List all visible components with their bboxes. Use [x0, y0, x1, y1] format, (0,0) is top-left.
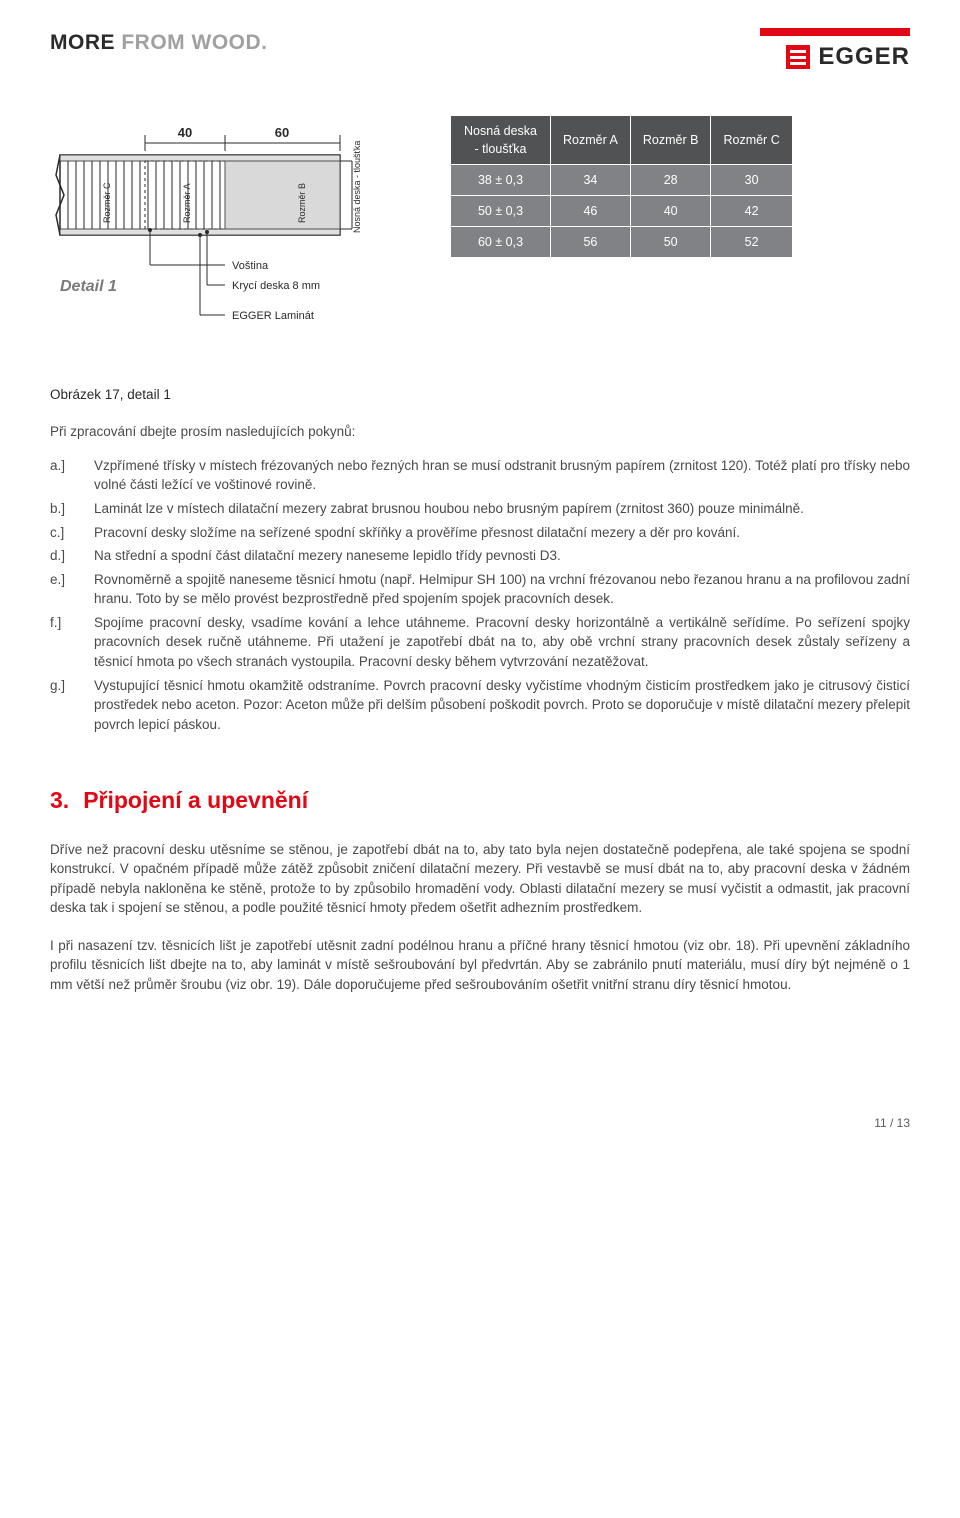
list-item: b.]Laminát lze v místech dilatační mezer…: [50, 499, 910, 519]
th-0: Nosná deska - tloušťka: [451, 115, 551, 164]
label-laminat: EGGER Laminát: [232, 310, 314, 322]
table-row: 60 ± 0,3 56 50 52: [451, 227, 793, 258]
brand-e-icon: [786, 45, 810, 69]
intro-text: Při zpracování dbejte prosím nasledující…: [50, 422, 910, 442]
label-rozmer-a: Rozměr A: [182, 183, 192, 223]
table-header-row: Nosná deska - tloušťka Rozměr A Rozměr B…: [451, 115, 793, 164]
tagline-part2: FROM WOOD.: [121, 31, 267, 54]
dimensions-table: Nosná deska - tloušťka Rozměr A Rozměr B…: [450, 115, 793, 259]
list-item: f.]Spojíme pracovní desky, vsadíme kován…: [50, 613, 910, 672]
list-item: d.]Na střední a spodní část dilatační me…: [50, 546, 910, 566]
label-rozmer-b: Rozměr B: [297, 183, 307, 223]
th-1: Rozměr A: [551, 115, 631, 164]
label-nosna: Nosná deska - tloušťka: [352, 140, 362, 232]
label-rozmer-c: Rozměr C: [102, 182, 112, 223]
detail-label: Detail 1: [60, 278, 117, 295]
brand-logo-row: EGGER: [786, 40, 910, 75]
instruction-list: a.]Vzpřímené třísky v místech frézovanýc…: [50, 456, 910, 734]
table-row: 38 ± 0,3 34 28 30: [451, 165, 793, 196]
th-2: Rozměr B: [630, 115, 711, 164]
section-number: 3.: [50, 787, 69, 813]
list-item: a.]Vzpřímené třísky v místech frézovanýc…: [50, 456, 910, 495]
page-footer: 11 / 13: [50, 1115, 910, 1132]
list-item: g.]Vystupující těsnicí hmotu okamžitě od…: [50, 676, 910, 735]
brand-name: EGGER: [818, 40, 910, 75]
figure-caption: Obrázek 17, detail 1: [50, 385, 910, 405]
page-header: MORE FROM WOOD. EGGER: [50, 28, 910, 75]
dim-40: 40: [178, 125, 192, 140]
tagline-part1: MORE: [50, 31, 115, 54]
list-item: e.]Rovnoměrně a spojitě naneseme těsnicí…: [50, 570, 910, 609]
dim-60: 60: [275, 125, 289, 140]
tagline: MORE FROM WOOD.: [50, 28, 268, 58]
section-title: Připojení a upevnění: [83, 787, 308, 813]
th-3: Rozměr C: [711, 115, 792, 164]
diagram-figure: 40 60: [50, 115, 420, 355]
section-3-p2: I při nasazení tzv. těsnicích lišt je za…: [50, 936, 910, 995]
section-3-p1: Dříve než pracovní desku utěsníme se stě…: [50, 840, 910, 918]
table-row: 50 ± 0,3 46 40 42: [451, 196, 793, 227]
detail-diagram: 40 60: [50, 115, 420, 355]
diagram-table-section: 40 60: [50, 115, 910, 355]
label-kryci: Krycí deska 8 mm: [232, 280, 320, 292]
brand-red-bar: [760, 28, 910, 36]
label-vostina: Voština: [232, 260, 269, 272]
list-item: c.]Pracovní desky složíme na seřízené sp…: [50, 523, 910, 543]
brand-logo: EGGER: [760, 28, 910, 75]
section-3-heading: 3. Připojení a upevnění: [50, 784, 910, 817]
